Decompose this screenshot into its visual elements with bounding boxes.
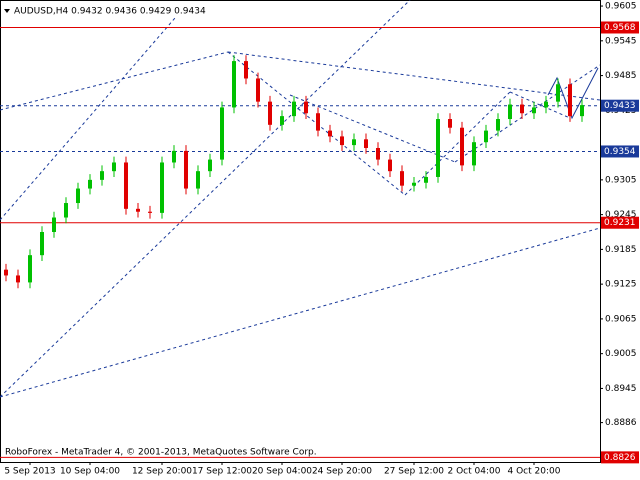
candle-body xyxy=(112,162,116,172)
candle-body xyxy=(184,150,188,189)
level-label-box xyxy=(601,21,639,34)
candle-body xyxy=(508,104,512,120)
candle-body xyxy=(580,105,584,117)
candle-body xyxy=(496,119,500,131)
trend-line xyxy=(454,64,601,163)
candle-body xyxy=(448,119,452,128)
x-tick-label: 24 Sep 20:00 xyxy=(312,467,372,477)
candle-body xyxy=(256,78,260,102)
candle-body xyxy=(28,255,32,283)
forecast-line xyxy=(547,67,599,120)
y-tick-label: 0.8886 xyxy=(605,418,637,428)
candle-body xyxy=(340,136,344,146)
level-label: 0.9231 xyxy=(604,218,636,228)
candle-body xyxy=(328,130,332,137)
candle-body xyxy=(388,159,392,172)
symbol-menu-icon[interactable] xyxy=(4,9,10,13)
candle-body xyxy=(556,84,560,102)
candle-body xyxy=(568,84,572,117)
trend-lines xyxy=(0,0,601,398)
candle-body xyxy=(304,101,308,114)
trend-line xyxy=(227,51,601,101)
trend-line xyxy=(0,227,601,398)
candle-body xyxy=(100,171,104,180)
trend-line xyxy=(0,17,176,221)
candle-body xyxy=(460,127,464,166)
candle-body xyxy=(532,107,536,114)
candle-body xyxy=(244,61,248,79)
y-tick-label: 0.9245 xyxy=(605,210,637,220)
level-label-box xyxy=(601,216,639,229)
candle-body xyxy=(124,162,128,209)
candle-body xyxy=(376,147,380,160)
candle-body xyxy=(352,139,356,146)
candle-body xyxy=(160,162,164,213)
candle-body xyxy=(268,101,272,125)
x-tick-label: 2 Oct 04:00 xyxy=(448,467,501,477)
y-tick-label: 0.9545 xyxy=(605,36,637,46)
candle-body xyxy=(136,208,140,212)
candle-body xyxy=(232,61,236,108)
candle-body xyxy=(412,182,416,186)
candle-body xyxy=(436,119,440,177)
candle-body xyxy=(400,171,404,186)
candle-body xyxy=(148,211,152,213)
candle-body xyxy=(316,113,320,131)
level-label: 0.8826 xyxy=(604,453,636,463)
candle-body xyxy=(364,139,368,148)
x-tick-label: 4 Oct 20:00 xyxy=(508,467,561,477)
candle-body xyxy=(424,176,428,183)
level-label: 0.9354 xyxy=(604,147,636,157)
candle-body xyxy=(40,232,44,256)
candle-body xyxy=(520,104,524,114)
y-tick-label: 0.8945 xyxy=(605,384,637,394)
x-tick-label: 17 Sep 12:00 xyxy=(192,467,252,477)
level-label: 0.9433 xyxy=(604,101,636,111)
footer: RoboForex - MetaTrader 4, © 2001-2013, M… xyxy=(5,448,317,458)
candle-body xyxy=(76,188,80,204)
level-label-box xyxy=(601,451,639,464)
candle-body xyxy=(52,217,56,232)
x-tick-label: 12 Sep 20:00 xyxy=(132,467,192,477)
candle-body xyxy=(472,142,476,166)
x-tick-label: 10 Sep 04:00 xyxy=(60,467,120,477)
x-tick-label: 27 Sep 12:00 xyxy=(384,467,444,477)
candle-body xyxy=(4,269,8,276)
y-tick-label: 0.9005 xyxy=(605,349,637,359)
y-tick-label: 0.9125 xyxy=(605,280,637,290)
candle-body xyxy=(280,116,284,125)
y-tick-label: 0.9605 xyxy=(605,2,637,12)
candle-body xyxy=(220,107,224,160)
candle-body xyxy=(196,171,200,189)
candle-body xyxy=(544,101,548,108)
level-label-box xyxy=(601,145,639,158)
candle-body xyxy=(16,275,20,283)
plot-frame xyxy=(0,0,601,463)
candle-body xyxy=(88,179,92,189)
y-tick-label: 0.9065 xyxy=(605,314,637,324)
y-tick-label: 0.9185 xyxy=(605,245,637,255)
candle-body xyxy=(208,159,212,172)
trend-line xyxy=(509,91,571,119)
level-label-box xyxy=(601,99,639,112)
y-tick-label: 0.9305 xyxy=(605,175,637,185)
level-label: 0.9568 xyxy=(604,23,636,33)
x-tick-label: 20 Sep 04:00 xyxy=(252,467,312,477)
candle-body xyxy=(64,203,68,218)
trend-line xyxy=(404,91,511,196)
candle-body xyxy=(484,130,488,143)
candle-body xyxy=(172,150,176,163)
candle-body xyxy=(292,101,296,117)
x-tick-label: 5 Sep 2013 xyxy=(4,467,55,477)
chart-title: AUDUSD,H4 0.9432 0.9436 0.9429 0.9434 xyxy=(14,7,206,17)
y-tick-label: 0.9485 xyxy=(605,71,637,81)
